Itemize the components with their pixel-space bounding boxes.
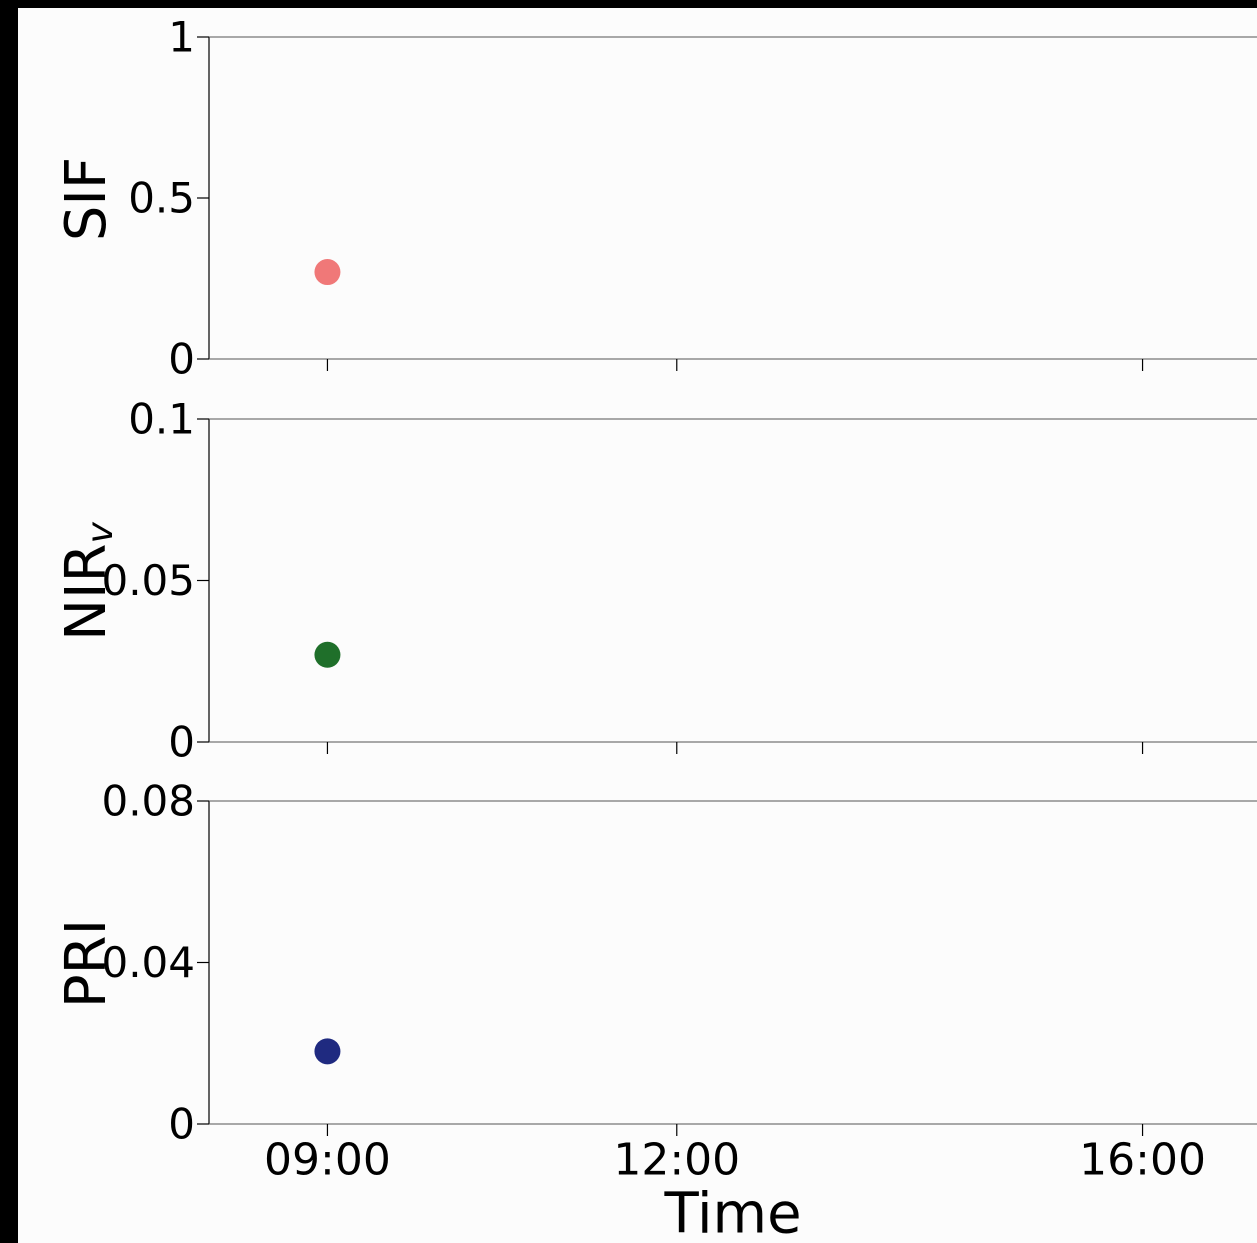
y-tick-label: 0.08 <box>101 777 195 826</box>
y-tick-label: 0.5 <box>128 174 195 223</box>
data-point <box>314 1038 341 1065</box>
y-tick-label: 0.05 <box>101 556 195 605</box>
panels: 0 0.5 1 SIF 0 0.05 0.1 NIRv 0 0.04 0.08 PRI <box>54 13 1257 1149</box>
data-point <box>314 259 341 286</box>
shared-x-axis: 09:00 12:00 16:00 Time <box>264 1135 1206 1243</box>
x-tick-label: 16:00 <box>1079 1135 1206 1186</box>
y-tick-label: 0.1 <box>128 395 195 444</box>
y-tick-label: 1 <box>168 13 195 62</box>
y-tick-label: 0 <box>168 718 195 767</box>
panel-1: 0 0.5 1 SIF <box>54 13 1257 384</box>
x-tick-label: 09:00 <box>264 1135 391 1186</box>
x-axis-title: Time <box>663 1182 801 1243</box>
y-tick-label: 0 <box>168 335 195 384</box>
y-tick-label: 0 <box>168 1100 195 1149</box>
y-tick-label: 0.04 <box>101 938 195 987</box>
panel-2: 0 0.05 0.1 NIRv <box>54 395 1257 767</box>
y-axis-title: SIF <box>54 157 119 241</box>
x-tick-label: 12:00 <box>613 1135 740 1186</box>
y-axis-title: PRI <box>54 919 119 1008</box>
figure-background <box>18 8 1257 1243</box>
y-axis-title: NIRv <box>54 521 121 640</box>
panel-3: 0 0.04 0.08 PRI <box>54 777 1257 1149</box>
data-point <box>314 641 341 668</box>
